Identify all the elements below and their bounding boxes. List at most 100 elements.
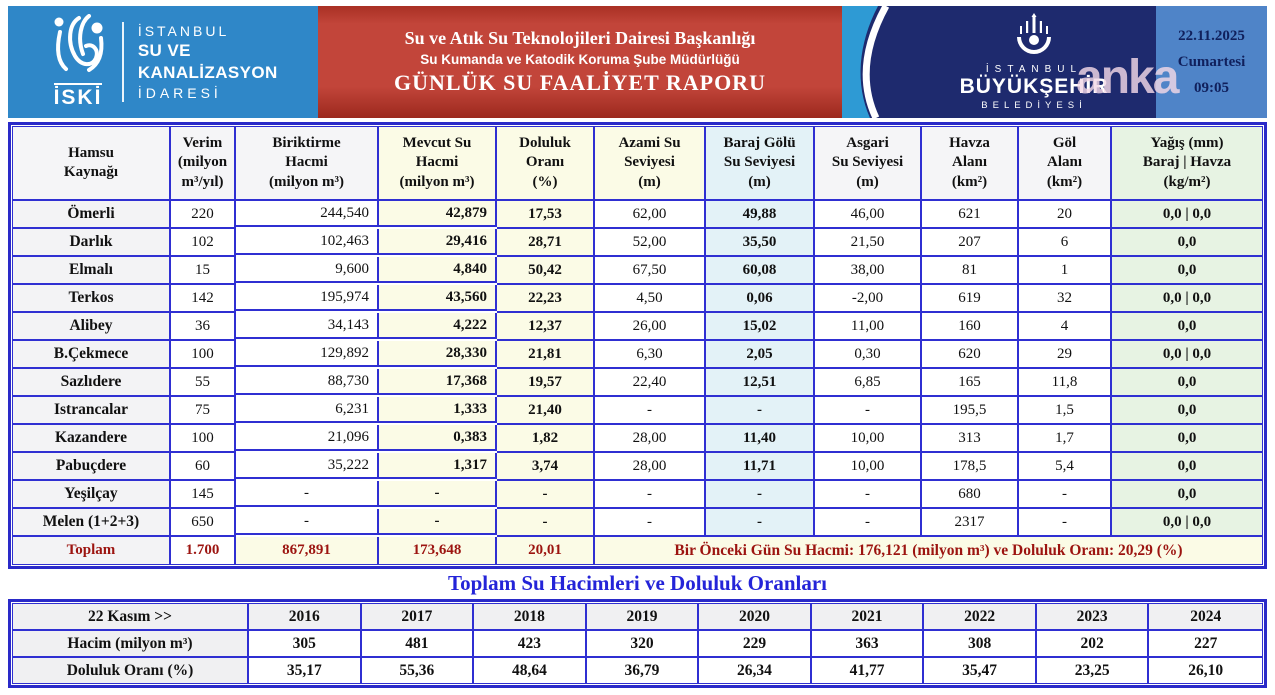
table-cell: 680 bbox=[922, 481, 1019, 509]
table-cell: 145 bbox=[171, 481, 236, 509]
column-header-line: (m) bbox=[748, 173, 771, 190]
table-cell: 38,00 bbox=[815, 257, 922, 285]
table-cell: 621 bbox=[922, 201, 1019, 229]
table-cell: 34,143 bbox=[236, 313, 379, 339]
table-cell: 0,0 | 0,0 bbox=[1112, 509, 1262, 537]
column-header-line: (%) bbox=[532, 173, 558, 190]
table-cell: 195,5 bbox=[922, 397, 1019, 425]
table-cell: - bbox=[595, 509, 706, 537]
branch-title: Su Kumanda ve Katodik Koruma Şube Müdürl… bbox=[420, 52, 740, 67]
history-table-frame: 22 Kasım >> 2016 2017 2018 2019 2020 2021 2022 2… bbox=[8, 599, 1267, 688]
table-cell: 26,00 bbox=[595, 313, 706, 341]
iski-monogram-icon bbox=[54, 14, 104, 72]
doluluk-value: 35,47 bbox=[924, 658, 1037, 683]
hacim-value: 305 bbox=[249, 631, 362, 658]
year-header: 2023 bbox=[1036, 604, 1150, 631]
table-cell: 1,82 bbox=[497, 425, 595, 453]
table-cell: 29 bbox=[1019, 341, 1112, 369]
reservoir-name-cell: Terkos bbox=[13, 285, 171, 313]
year-header: 2018 bbox=[474, 604, 587, 631]
ibb-line2: BÜYÜKŞEHİR bbox=[959, 75, 1109, 98]
reservoir-name-cell: Melen (1+2+3) bbox=[13, 509, 171, 537]
table-cell: - bbox=[379, 481, 497, 507]
column-header-line: (milyon bbox=[177, 154, 228, 171]
total-verim-cell: 1.700 bbox=[171, 537, 236, 564]
table-cell: 6,30 bbox=[595, 341, 706, 369]
ibb-line1: İSTANBUL bbox=[985, 64, 1083, 75]
year-header: 2016 bbox=[249, 604, 362, 631]
table-cell: 10,00 bbox=[815, 453, 922, 481]
ibb-line3: BELEDİYESİ bbox=[981, 100, 1087, 111]
table-cell: 9,600 bbox=[236, 257, 379, 283]
table-cell: 21,096 bbox=[236, 425, 379, 451]
total-mevcut-cell: 173,648 bbox=[379, 537, 497, 564]
column-header-line: Biriktirme bbox=[272, 134, 341, 151]
table-cell: 207 bbox=[922, 229, 1019, 257]
column-header-line: Havza bbox=[949, 134, 990, 151]
column-header-line: (m) bbox=[856, 173, 879, 190]
column-header-line: (milyon m³) bbox=[399, 173, 475, 190]
table-cell: 3,74 bbox=[497, 453, 595, 481]
table-cell: 88,730 bbox=[236, 369, 379, 395]
year-header: 2020 bbox=[699, 604, 812, 631]
table-cell: 75 bbox=[171, 397, 236, 425]
history-table: 22 Kasım >> 2016 2017 2018 2019 2020 2021 2022 2… bbox=[12, 603, 1263, 684]
table-cell: 650 bbox=[171, 509, 236, 537]
reservoir-name-cell: Alibey bbox=[13, 313, 171, 341]
column-header-line: Verim bbox=[182, 134, 223, 151]
table-cell: 0,0 bbox=[1112, 481, 1262, 509]
main-table-frame: Hamsu Kaynağı Verim (milyon m³/yıl) Biriktirm… bbox=[8, 122, 1267, 569]
table-cell: 4,222 bbox=[379, 313, 497, 339]
section-title: Toplam Su Hacimleri ve Doluluk Oranları bbox=[447, 571, 827, 595]
total-doluluk-cell: 20,01 bbox=[497, 537, 595, 564]
iski-name-line2: SU VE KANALİZASYON bbox=[137, 40, 278, 82]
hacim-value: 229 bbox=[699, 631, 812, 658]
table-cell: 60,08 bbox=[706, 257, 815, 285]
year-header: 2024 bbox=[1149, 604, 1262, 631]
table-cell: 0,0 bbox=[1112, 229, 1262, 257]
table-cell: 6,85 bbox=[815, 369, 922, 397]
column-header-line: Mevcut Su bbox=[402, 134, 472, 151]
table-cell: 36 bbox=[171, 313, 236, 341]
table-cell: 67,50 bbox=[595, 257, 706, 285]
table-cell: -2,00 bbox=[815, 285, 922, 313]
ibb-emblem-icon bbox=[1017, 13, 1051, 54]
table-cell: 17,368 bbox=[379, 369, 497, 395]
table-cell: 100 bbox=[171, 341, 236, 369]
table-cell: 17,53 bbox=[497, 201, 595, 229]
table-cell: 1,333 bbox=[379, 397, 497, 423]
table-cell: 12,51 bbox=[706, 369, 815, 397]
column-header-line: (km²) bbox=[1046, 173, 1083, 190]
table-cell: 21,81 bbox=[497, 341, 595, 369]
table-cell: - bbox=[595, 397, 706, 425]
table-cell: 46,00 bbox=[815, 201, 922, 229]
table-cell: 10,00 bbox=[815, 425, 922, 453]
table-cell: 81 bbox=[922, 257, 1019, 285]
table-cell: - bbox=[595, 481, 706, 509]
table-cell: 60 bbox=[171, 453, 236, 481]
anka-watermark: anka bbox=[1076, 51, 1179, 104]
table-cell: - bbox=[815, 509, 922, 537]
column-header-line: (milyon m³) bbox=[269, 173, 344, 190]
table-cell: 0,383 bbox=[379, 425, 497, 451]
column-header: Biriktirme Hacmi (milyon m³) bbox=[236, 127, 379, 201]
table-cell: 11,71 bbox=[706, 453, 815, 481]
table-cell: 102,463 bbox=[236, 229, 379, 255]
table-cell: 1,7 bbox=[1019, 425, 1112, 453]
table-cell: 0,0 bbox=[1112, 397, 1262, 425]
date-box: 22.11.2025 Cumartesi 09:05 bbox=[1156, 6, 1267, 118]
doluluk-value: 55,36 bbox=[361, 658, 475, 683]
year-header: 2021 bbox=[811, 604, 925, 631]
table-cell: 4,50 bbox=[595, 285, 706, 313]
table-cell: 35,222 bbox=[236, 453, 379, 479]
column-header: Doluluk Oranı (%) bbox=[497, 127, 595, 201]
iski-divider bbox=[122, 22, 124, 102]
column-header-line: Baraj | Havza bbox=[1142, 154, 1232, 171]
column-header: Mevcut Su Hacmi (milyon m³) bbox=[379, 127, 497, 201]
table-cell: 1,5 bbox=[1019, 397, 1112, 425]
column-header-line: Alanı bbox=[1046, 154, 1082, 171]
table-cell: - bbox=[706, 509, 815, 537]
iski-logo-label: İSKİ bbox=[53, 83, 103, 110]
doluluk-row-label: Doluluk Oranı (%) bbox=[13, 658, 249, 683]
